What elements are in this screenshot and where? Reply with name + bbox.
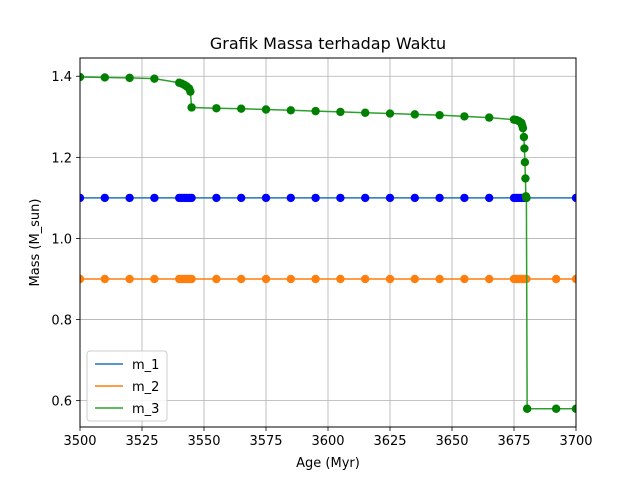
data-point: [311, 274, 320, 284]
data-point: [187, 103, 196, 112]
data-point: [150, 274, 159, 284]
data-point: [100, 193, 110, 203]
data-point: [485, 274, 494, 284]
data-point: [80, 193, 85, 203]
data-point: [100, 73, 110, 82]
data-point: [125, 274, 134, 284]
data-point: [311, 106, 320, 116]
grid-lines: [79, 58, 577, 427]
x-tick-label: 3550: [187, 434, 220, 449]
y-tick-label: 0.8: [51, 314, 72, 329]
x-tick-label: 3600: [311, 434, 344, 449]
data-point: [261, 105, 271, 114]
data-point: [460, 274, 469, 284]
data-point: [237, 274, 246, 284]
data-point: [237, 193, 246, 203]
data-point: [518, 123, 528, 133]
axis-ticks: 3500 3525 3550 3575 3600 3625 3650 3675 3700 0.6 0…: [51, 70, 592, 449]
series-m2: [80, 274, 576, 284]
data-point: [336, 193, 345, 203]
data-point: [187, 274, 196, 284]
data-point: [187, 193, 196, 203]
data-point: [261, 274, 271, 284]
data-point: [80, 72, 85, 82]
y-tick-label: 1.0: [51, 232, 72, 247]
data-point: [186, 87, 195, 96]
data-point: [125, 73, 134, 83]
data-point: [212, 193, 221, 203]
data-point: [520, 144, 529, 153]
data-point: [460, 112, 469, 121]
data-point: [460, 193, 469, 203]
data-point: [385, 193, 395, 203]
data-point: [520, 158, 530, 167]
data-point: [361, 193, 370, 203]
data-point: [521, 174, 530, 183]
data-point: [385, 274, 395, 284]
x-tick-label: 3675: [497, 434, 530, 449]
data-point: [212, 104, 221, 113]
series-layer: [80, 72, 576, 413]
data-point: [286, 193, 295, 203]
data-point: [410, 110, 419, 119]
data-point: [237, 104, 246, 113]
legend-label: m_3: [132, 402, 159, 417]
data-point: [551, 274, 561, 284]
data-point: [336, 107, 345, 117]
data-point: [410, 274, 419, 284]
legend: m_1 m_2 m_3: [86, 350, 168, 422]
x-tick-label: 3700: [559, 434, 592, 449]
data-point: [571, 404, 576, 413]
data-point: [571, 193, 576, 203]
data-point: [571, 274, 576, 284]
legend-label: m_2: [132, 380, 159, 395]
y-tick-label: 1.2: [51, 151, 72, 166]
y-tick-label: 1.4: [51, 70, 72, 85]
x-axis-label: Age (Myr): [296, 456, 360, 471]
data-point: [261, 193, 271, 203]
data-point: [519, 132, 529, 142]
data-point: [311, 193, 320, 203]
data-point: [435, 274, 444, 284]
data-point: [286, 106, 295, 115]
data-point: [361, 274, 370, 284]
series-m3: [80, 72, 576, 413]
data-point: [212, 274, 221, 284]
data-point: [522, 404, 532, 413]
x-tick-label: 3500: [63, 434, 96, 449]
chart-title: Grafik Massa terhadap Waktu: [210, 34, 446, 53]
x-tick-label: 3525: [125, 434, 158, 449]
data-point: [100, 274, 110, 284]
data-point: [522, 193, 531, 203]
data-point: [361, 108, 370, 117]
x-tick-label: 3625: [373, 434, 406, 449]
legend-box: [86, 350, 168, 422]
data-point: [150, 74, 159, 83]
data-point: [435, 193, 444, 203]
data-point: [286, 274, 295, 284]
data-point: [485, 113, 494, 122]
data-point: [410, 193, 419, 203]
legend-label: m_1: [132, 358, 159, 373]
series-m1: [80, 193, 576, 203]
data-point: [435, 110, 444, 120]
y-axis-label: Mass (M_sun): [28, 199, 43, 287]
data-point: [125, 193, 134, 203]
data-point: [150, 193, 159, 203]
x-tick-label: 3575: [249, 434, 282, 449]
data-point: [336, 274, 345, 284]
data-point: [485, 193, 494, 203]
x-tick-label: 3650: [435, 434, 468, 449]
data-point: [551, 404, 561, 413]
data-point: [385, 109, 395, 118]
data-point: [80, 274, 85, 284]
y-tick-label: 0.6: [51, 395, 72, 410]
